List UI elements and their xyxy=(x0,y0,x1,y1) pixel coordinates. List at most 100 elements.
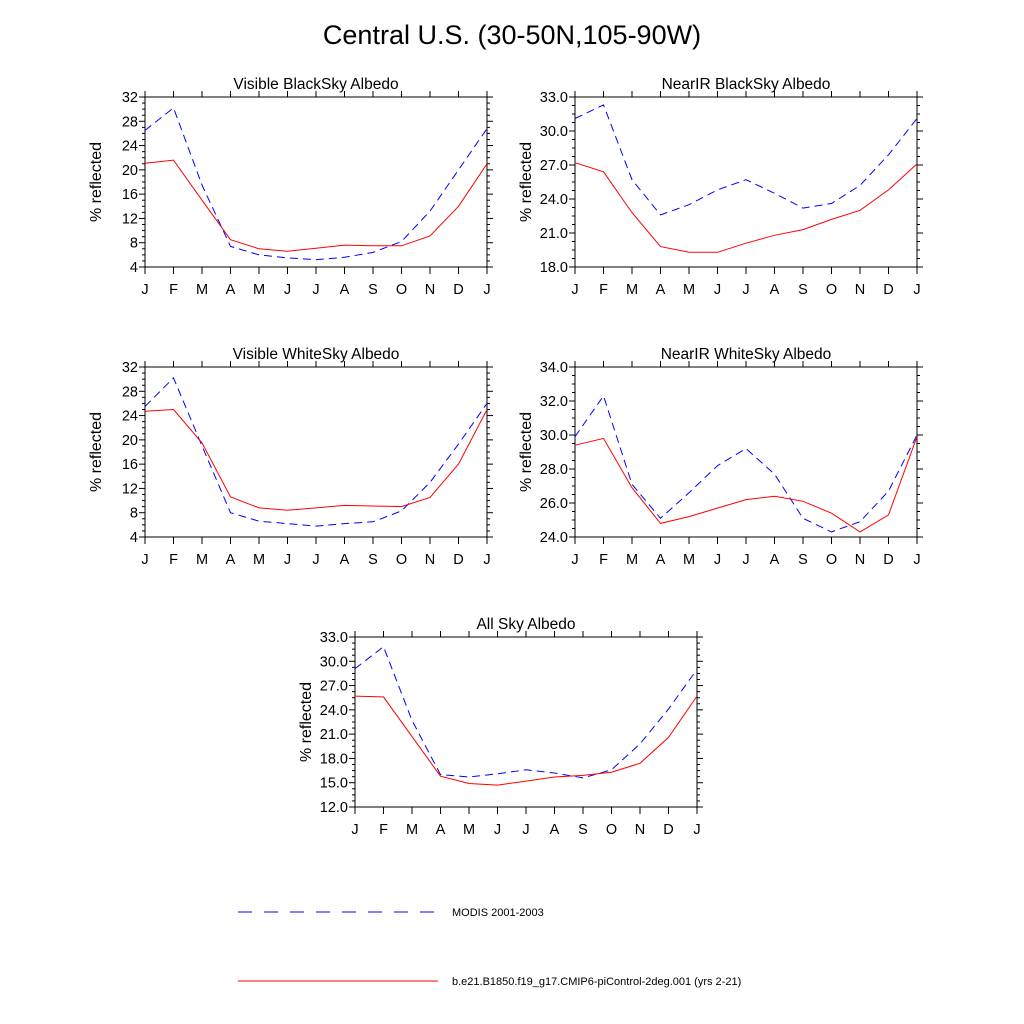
nearir-whitesky-albedo-ylabel: % reflected xyxy=(518,412,535,492)
nearir-blacksky-albedo-xtick-label: D xyxy=(883,282,893,298)
nearir-blacksky-albedo-xtick-label: A xyxy=(656,282,666,298)
nearir-whitesky-albedo-series-model-line xyxy=(574,436,918,533)
visible-blacksky-albedo-title: Visible BlackSky Albedo xyxy=(233,76,398,93)
visible-blacksky-albedo-xtick-label: M xyxy=(196,282,208,298)
visible-whitesky-albedo-xtick-label: J xyxy=(284,552,291,568)
nearir-whitesky-albedo-xtick-label: D xyxy=(883,552,893,568)
visible-whitesky-albedo-series-modis-line xyxy=(144,377,488,527)
nearir-whitesky-albedo-ytick-label: 28.0 xyxy=(540,462,568,478)
visible-blacksky-albedo-xtick-label: J xyxy=(284,282,291,298)
panel-all-sky: All Sky Albedo 12.0 15.0 18.0 21.0 24.0 27.0 30… xyxy=(298,604,740,849)
panel-visible-blacksky: Visible BlackSky Albedo 4 8 12 16 20 24 28 32 J F M… xyxy=(88,64,510,309)
visible-blacksky-albedo-xtick-label: J xyxy=(312,282,319,298)
visible-blacksky-albedo-ytick-label: 20 xyxy=(122,163,138,179)
visible-blacksky-albedo-ytick-label: 32 xyxy=(122,90,138,106)
all-sky-albedo-xtick-label: J xyxy=(693,822,700,838)
visible-blacksky-albedo-ytick-label: 12 xyxy=(122,211,138,227)
nearir-blacksky-albedo-ytick-label: 18.0 xyxy=(540,260,568,276)
visible-whitesky-albedo-xtick-label: N xyxy=(425,552,435,568)
all-sky-albedo-series-model-line xyxy=(354,695,698,786)
nearir-blacksky-albedo-xtick-label: J xyxy=(742,282,749,298)
visible-whitesky-albedo-ytick-label: 24 xyxy=(122,409,138,425)
nearir-whitesky-albedo-ytick-label: 32.0 xyxy=(540,394,568,410)
nearir-blacksky-albedo-xtick-label: S xyxy=(798,282,808,298)
chart-nearir-whitesky: NearIR WhiteSky Albedo 24.0 26.0 28.0 30.0 32… xyxy=(518,346,923,568)
nearir-whitesky-albedo-title: NearIR WhiteSky Albedo xyxy=(661,346,832,363)
nearir-whitesky-albedo-ytick-label: 34.0 xyxy=(540,360,568,376)
all-sky-albedo-ytick-label: 30.0 xyxy=(320,654,348,670)
nearir-whitesky-albedo-xtick-label: J xyxy=(742,552,749,568)
nearir-whitesky-albedo-xtick-label: O xyxy=(826,552,837,568)
all-sky-albedo-xtick-label: J xyxy=(351,822,358,838)
chart-nearir-blacksky: NearIR BlackSky Albedo 18.0 21.0 24.0 27.0 30… xyxy=(518,76,923,298)
visible-whitesky-albedo-ytick-label: 32 xyxy=(122,360,138,376)
nearir-whitesky-albedo-xtick-label: J xyxy=(714,552,721,568)
visible-blacksky-albedo-xtick-label: A xyxy=(340,282,350,298)
nearir-blacksky-albedo-xtick-label: O xyxy=(826,282,837,298)
panel-visible-whitesky: Visible WhiteSky Albedo 4 8 12 16 20 24 28 32 J F M… xyxy=(88,334,510,579)
all-sky-albedo-ytick-label: 15.0 xyxy=(320,776,348,792)
visible-whitesky-albedo-ytick-label: 8 xyxy=(130,506,138,522)
nearir-blacksky-albedo-series-modis-line xyxy=(574,104,918,216)
visible-whitesky-albedo-title: Visible WhiteSky Albedo xyxy=(233,346,400,363)
nearir-whitesky-albedo-xtick-label: F xyxy=(599,552,608,568)
visible-blacksky-albedo-ytick-label: 24 xyxy=(122,139,138,155)
all-sky-albedo-xtick-label: N xyxy=(635,822,645,838)
all-sky-albedo-xtick-label: M xyxy=(463,822,475,838)
nearir-blacksky-albedo-ytick-label: 24.0 xyxy=(540,192,568,208)
visible-whitesky-albedo-xtick-label: M xyxy=(253,552,265,568)
nearir-blacksky-albedo-xtick-label: N xyxy=(855,282,865,298)
visible-whitesky-albedo-xtick-label: O xyxy=(396,552,407,568)
all-sky-albedo-xtick-label: J xyxy=(494,822,501,838)
visible-whitesky-albedo-xtick-label: A xyxy=(340,552,350,568)
visible-blacksky-albedo-xtick-label: F xyxy=(169,282,178,298)
visible-blacksky-albedo-ylabel: % reflected xyxy=(88,142,105,222)
visible-whitesky-albedo-xtick-label: S xyxy=(368,552,378,568)
chart-all-sky: All Sky Albedo 12.0 15.0 18.0 21.0 24.0 27.0 30… xyxy=(298,616,703,838)
visible-whitesky-albedo-ylabel: % reflected xyxy=(88,412,105,492)
visible-blacksky-albedo-xtick-label: J xyxy=(141,282,148,298)
visible-blacksky-albedo-xtick-label: M xyxy=(253,282,265,298)
nearir-blacksky-albedo-xtick-label: J xyxy=(714,282,721,298)
nearir-blacksky-albedo-ytick-label: 30.0 xyxy=(540,124,568,140)
visible-blacksky-albedo-ytick-label: 4 xyxy=(130,260,138,276)
nearir-blacksky-albedo-plot-frame xyxy=(574,96,918,268)
visible-whitesky-albedo-xtick-label: A xyxy=(226,552,236,568)
page-title: Central U.S. (30-50N,105-90W) xyxy=(322,20,702,50)
all-sky-albedo-ytick-label: 24.0 xyxy=(320,703,348,719)
legend-label-model: b.e21.B1850.f19_g17.CMIP6-piControl-2deg… xyxy=(452,976,741,988)
nearir-blacksky-albedo-ytick-label: 21.0 xyxy=(540,226,568,242)
chart-visible-blacksky: Visible BlackSky Albedo 4 8 12 16 20 24 28 32 J F M… xyxy=(88,76,493,298)
nearir-whitesky-albedo-ytick-label: 30.0 xyxy=(540,428,568,444)
nearir-whitesky-albedo-series-modis-line xyxy=(574,394,918,533)
visible-whitesky-albedo-xtick-label: J xyxy=(312,552,319,568)
visible-whitesky-albedo-xtick-label: F xyxy=(169,552,178,568)
nearir-whitesky-albedo-xtick-label: N xyxy=(855,552,865,568)
all-sky-albedo-series-modis-line xyxy=(354,645,698,779)
visible-blacksky-albedo-xtick-label: O xyxy=(396,282,407,298)
nearir-whitesky-albedo-xtick-label: J xyxy=(913,552,920,568)
all-sky-albedo-xtick-label: M xyxy=(406,822,418,838)
visible-whitesky-albedo-xtick-label: J xyxy=(483,552,490,568)
all-sky-albedo-ytick-label: 12.0 xyxy=(320,800,348,816)
nearir-whitesky-albedo-xtick-label: M xyxy=(626,552,638,568)
all-sky-albedo-xtick-label: O xyxy=(606,822,617,838)
all-sky-albedo-xtick-label: S xyxy=(578,822,588,838)
visible-blacksky-albedo-xtick-label: N xyxy=(425,282,435,298)
nearir-whitesky-albedo-xtick-label: M xyxy=(683,552,695,568)
nearir-whitesky-albedo-xtick-label: S xyxy=(798,552,808,568)
nearir-blacksky-albedo-series-model-line xyxy=(574,162,918,253)
all-sky-albedo-xtick-label: A xyxy=(436,822,446,838)
visible-whitesky-albedo-ytick-label: 28 xyxy=(122,384,138,400)
panel-nearir-blacksky: NearIR BlackSky Albedo 18.0 21.0 24.0 27.0 30… xyxy=(518,64,960,309)
nearir-whitesky-albedo-ytick-label: 26.0 xyxy=(540,496,568,512)
nearir-blacksky-albedo-xtick-label: M xyxy=(626,282,638,298)
visible-blacksky-albedo-plot-frame xyxy=(144,96,488,268)
nearir-whitesky-albedo-xtick-label: J xyxy=(571,552,578,568)
nearir-whitesky-albedo-xtick-label: A xyxy=(656,552,666,568)
nearir-whitesky-albedo-xtick-label: A xyxy=(770,552,780,568)
nearir-blacksky-albedo-xtick-label: M xyxy=(683,282,695,298)
all-sky-albedo-xtick-label: D xyxy=(663,822,673,838)
nearir-blacksky-albedo-xtick-label: F xyxy=(599,282,608,298)
